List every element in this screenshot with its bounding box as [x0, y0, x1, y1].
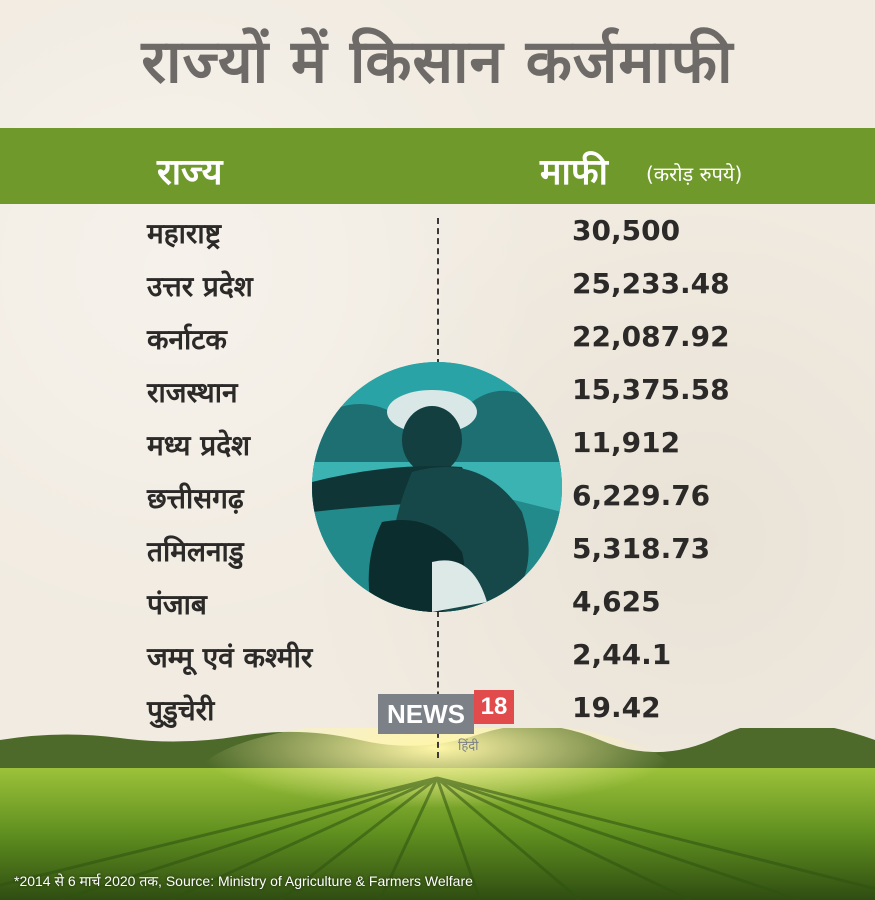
farmer-portrait	[312, 362, 562, 612]
state-name: जम्मू एवं कश्मीर	[147, 641, 313, 674]
source-footnote: *2014 से 6 मार्च 2020 तक, Source: Minist…	[14, 873, 473, 889]
state-name: छत्तीसगढ़	[147, 482, 244, 515]
state-name: कर्नाटक	[147, 323, 227, 356]
table-row: राजस्थान 15,375.58	[0, 367, 875, 419]
waiver-amount: 15,375.58	[572, 373, 730, 406]
crop-field-image	[0, 728, 875, 900]
state-column-header: राज्य	[157, 152, 223, 193]
table-row: जम्मू एवं कश्मीर 2,44.1	[0, 632, 875, 684]
logo-number: 18	[474, 690, 514, 724]
waiver-amount: 30,500	[572, 214, 681, 247]
waiver-amount: 6,229.76	[572, 479, 711, 512]
logo-news-text: NEWS	[378, 694, 474, 734]
state-name: पंजाब	[147, 588, 207, 621]
table-row: छत्तीसगढ़ 6,229.76	[0, 473, 875, 525]
table-row: मध्य प्रदेश 11,912	[0, 420, 875, 472]
waiver-amount: 22,087.92	[572, 320, 730, 353]
waiver-amount: 25,233.48	[572, 267, 730, 300]
table-row: पुडुचेरी 19.42	[0, 685, 875, 737]
state-name: उत्तर प्रदेश	[147, 270, 253, 303]
table-row: महाराष्ट्र 30,500	[0, 208, 875, 260]
state-name: महाराष्ट्र	[147, 217, 221, 250]
table-row: कर्नाटक 22,087.92	[0, 314, 875, 366]
amount-column-header: माफी	[540, 152, 608, 193]
waiver-amount: 4,625	[572, 585, 661, 618]
table-header-bar	[0, 128, 875, 204]
waiver-amount: 2,44.1	[572, 638, 672, 671]
page-title: राज्यों में किसान कर्जमाफी	[141, 27, 734, 97]
table-row: तमिलनाडु 5,318.73	[0, 526, 875, 578]
waiver-amount: 5,318.73	[572, 532, 711, 565]
state-name: राजस्थान	[147, 376, 238, 409]
unit-label: (करोड़ रुपये)	[646, 162, 743, 186]
logo-hindi-text: हिंदी	[458, 739, 479, 754]
waiver-amount: 19.42	[572, 691, 661, 724]
table-row: उत्तर प्रदेश 25,233.48	[0, 261, 875, 313]
waiver-amount: 11,912	[572, 426, 681, 459]
state-name: मध्य प्रदेश	[147, 429, 251, 462]
state-name: तमिलनाडु	[147, 535, 244, 568]
table-row: पंजाब 4,625	[0, 579, 875, 631]
state-name: पुडुचेरी	[147, 694, 215, 727]
